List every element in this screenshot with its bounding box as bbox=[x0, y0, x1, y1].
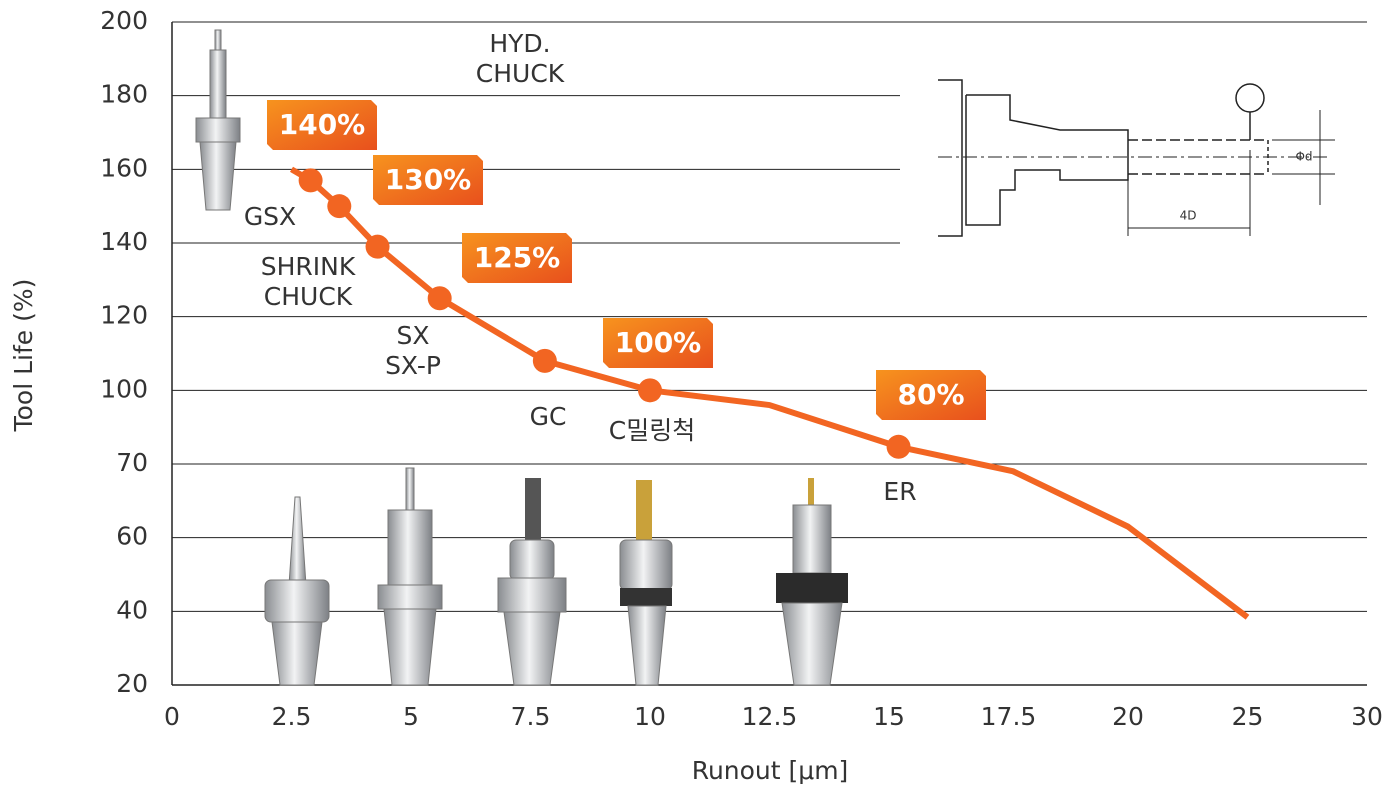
data-point bbox=[327, 194, 352, 219]
x-tick-label: 20 bbox=[1112, 702, 1144, 731]
x-tick-label: 17.5 bbox=[981, 702, 1037, 731]
annotation: SX bbox=[397, 321, 430, 350]
y-tick-label: 40 bbox=[116, 595, 148, 624]
y-tick-label: 60 bbox=[116, 522, 148, 551]
x-axis-title: Runout [μm] bbox=[692, 756, 849, 785]
badge-label: 100% bbox=[615, 326, 702, 359]
annotation: SX-P bbox=[385, 351, 441, 380]
data-point bbox=[638, 378, 662, 403]
y-tick-label: 200 bbox=[100, 6, 148, 35]
y-tick-label: 70 bbox=[116, 448, 148, 477]
annotation: GSX bbox=[244, 202, 296, 231]
data-point bbox=[427, 286, 452, 311]
y-tick-label: 20 bbox=[116, 669, 148, 698]
x-tick-label: 0 bbox=[164, 702, 180, 731]
tool-3 bbox=[497, 478, 567, 686]
x-tick-label: 7.5 bbox=[511, 702, 551, 731]
data-point bbox=[365, 234, 390, 259]
data-point bbox=[886, 434, 911, 459]
annotation: ER bbox=[883, 477, 916, 506]
annotation: GC bbox=[530, 402, 567, 431]
length-label: 4D bbox=[1180, 209, 1197, 223]
y-axis-title: Tool Life (%) bbox=[9, 279, 38, 433]
grid bbox=[171, 21, 1367, 686]
badge-label: 140% bbox=[279, 108, 366, 141]
badge bbox=[462, 233, 572, 283]
y-tick-label: 140 bbox=[100, 227, 148, 256]
badge bbox=[267, 100, 377, 150]
tool-4 bbox=[619, 480, 673, 686]
diameter-label: Φd bbox=[1295, 150, 1312, 164]
y-tick-label: 100 bbox=[100, 374, 148, 403]
tool-1 bbox=[264, 496, 330, 686]
x-tick-label: 2.5 bbox=[272, 702, 312, 731]
data-point bbox=[298, 168, 323, 193]
tool-images bbox=[195, 29, 848, 686]
x-tick-label: 30 bbox=[1351, 702, 1383, 731]
y-tick-label: 160 bbox=[100, 153, 148, 182]
tool-2 bbox=[377, 467, 443, 686]
badge bbox=[373, 155, 483, 205]
data-point bbox=[532, 348, 557, 373]
annotation: CHUCK bbox=[264, 282, 353, 311]
annotation: HYD. bbox=[489, 29, 550, 58]
tool-hyd bbox=[195, 29, 241, 211]
badge-label: 80% bbox=[897, 378, 964, 411]
badge-label: 130% bbox=[385, 163, 472, 196]
x-tick-label: 10 bbox=[634, 702, 666, 731]
badge-label: 125% bbox=[474, 241, 561, 274]
y-tick-label: 120 bbox=[100, 301, 148, 330]
x-tick-label: 12.5 bbox=[742, 702, 798, 731]
annotation: C밀링척 bbox=[609, 416, 695, 445]
x-tick-label: 25 bbox=[1232, 702, 1264, 731]
annotation: CHUCK bbox=[476, 59, 565, 88]
annotation: SHRINK bbox=[261, 252, 356, 281]
badge bbox=[603, 318, 713, 368]
x-tick-label: 15 bbox=[873, 702, 905, 731]
x-tick-label: 5 bbox=[403, 702, 419, 731]
data-line bbox=[289, 166, 1250, 620]
runout-diagram bbox=[938, 79, 1335, 237]
tool-5 bbox=[776, 478, 848, 686]
y-tick-label: 180 bbox=[100, 80, 148, 109]
badge bbox=[876, 370, 986, 420]
